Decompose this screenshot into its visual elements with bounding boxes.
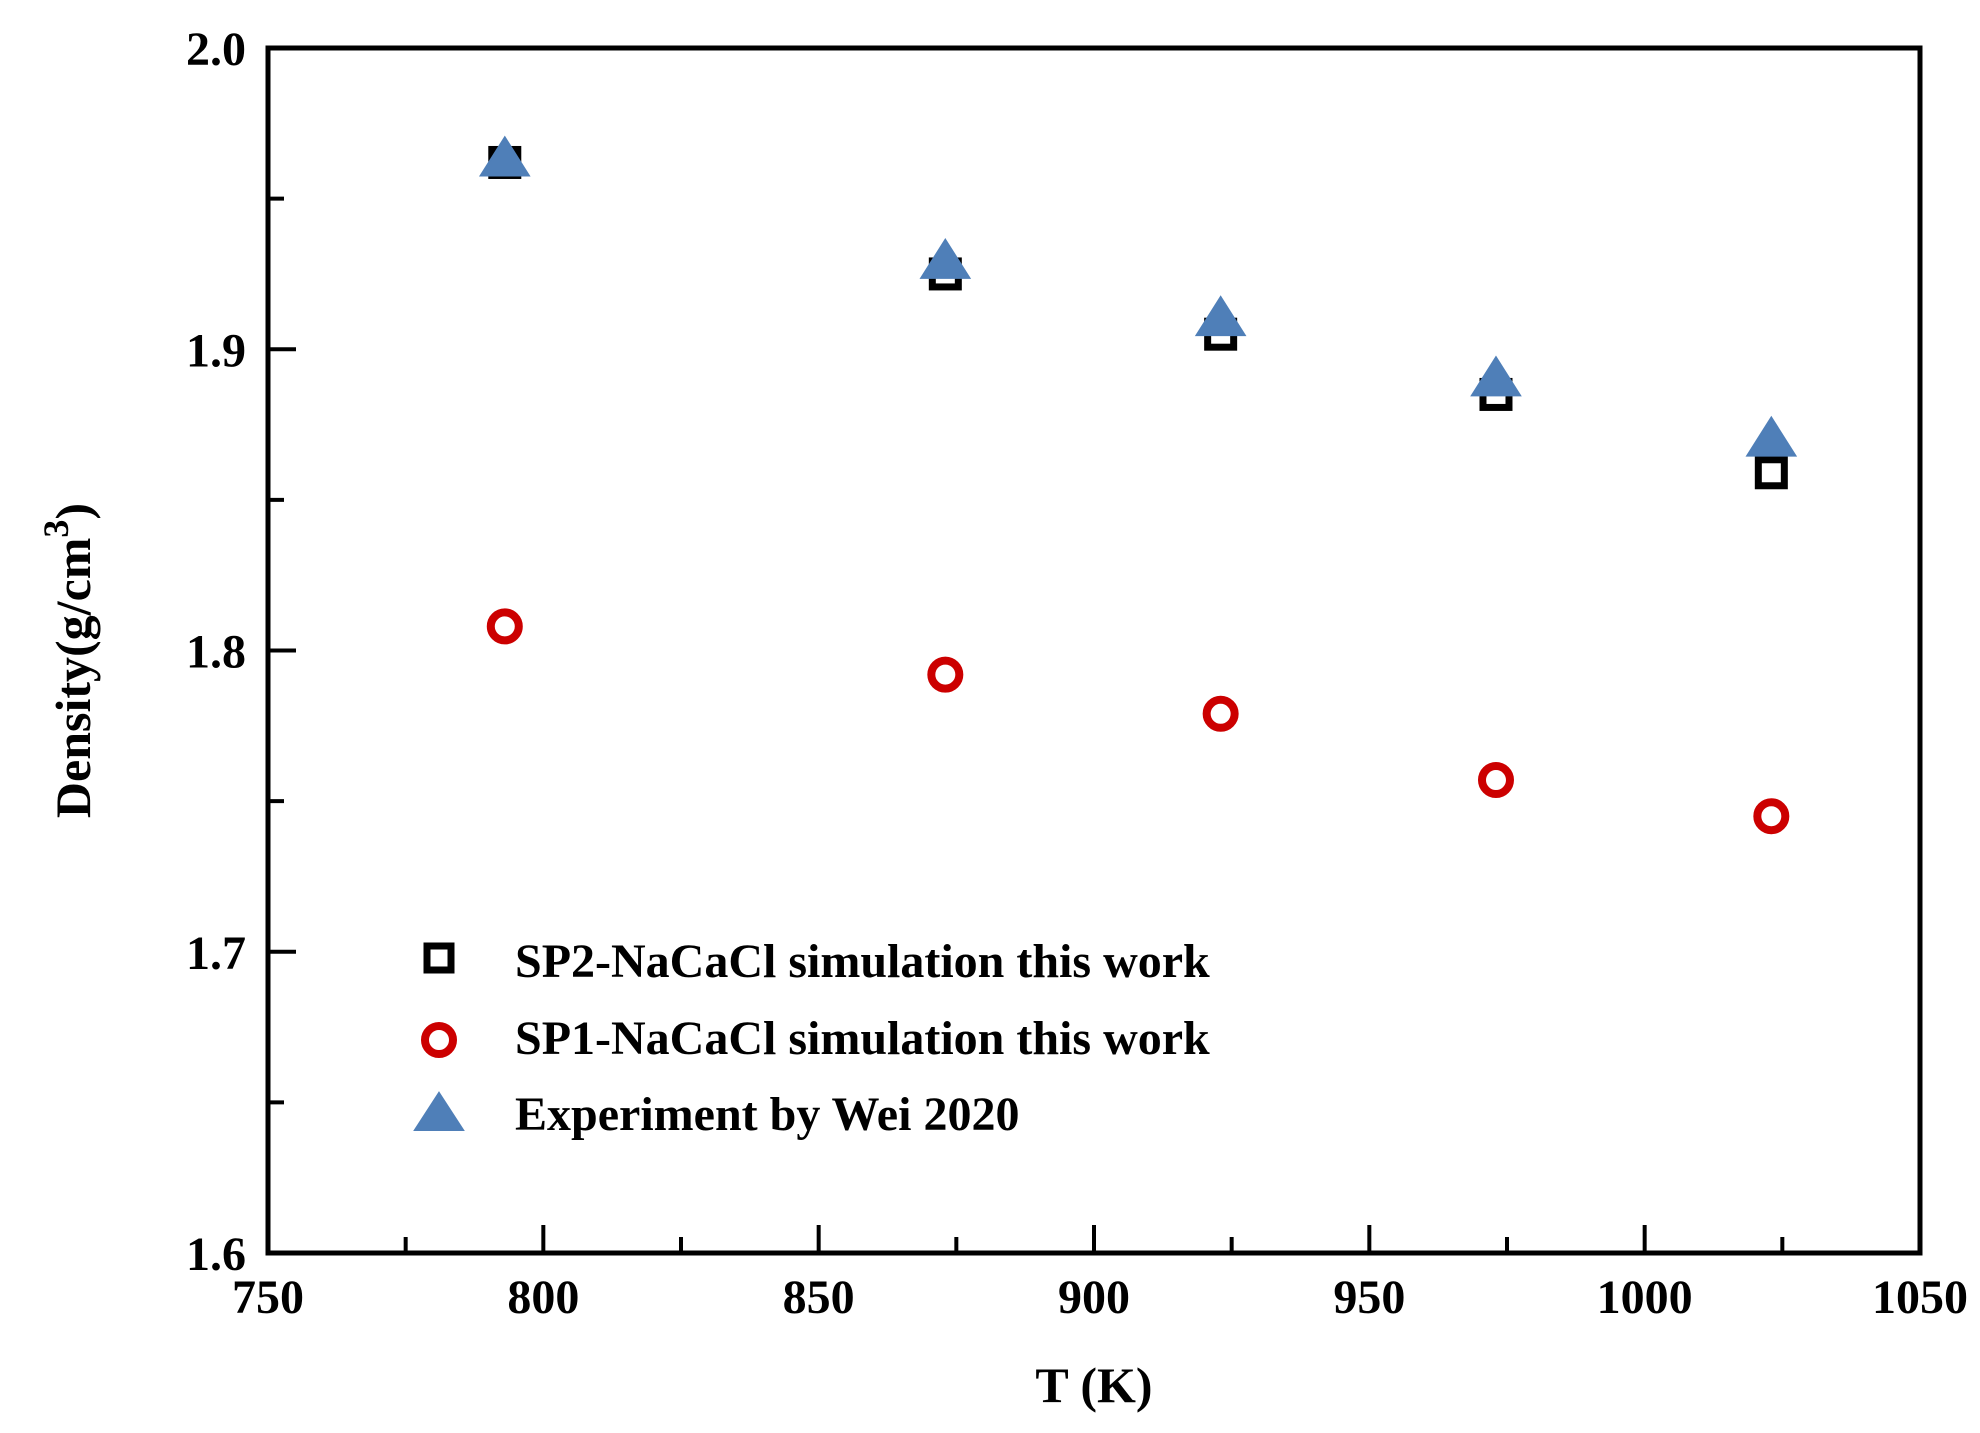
sp2-square-marker [1754,456,1788,490]
y-axis-title-main: Density(g/cm [45,538,101,819]
plot-frame [265,45,1923,1256]
sp1-circle-marker [927,656,964,693]
legend-label-sp2: SP2-NaCaCl simulation this work [515,935,1210,988]
sp1-circle-marker [1477,762,1514,799]
experiment-triangle-marker [1470,355,1522,397]
x-tick-label: 900 [1058,1271,1130,1324]
axis-ticks [266,46,1922,1255]
x-axis-title: T (K) [1035,1357,1152,1413]
x-tick-label: 800 [507,1271,579,1324]
legend-entry-experiment: Experiment by Wei 2020 [413,1088,1019,1141]
x-tick-label: 1050 [1872,1271,1968,1324]
y-tick-label: 1.8 [186,626,246,679]
sp1-circle-marker [486,608,523,645]
y-tick-label: 1.9 [186,324,246,377]
x-tick-label: 950 [1333,1271,1405,1324]
sp1-circle-marker [1753,798,1790,835]
legend-square-marker [423,942,455,974]
y-tick-label: 1.6 [186,1228,246,1281]
experiment-triangle-marker [1194,295,1247,337]
legend-circle-marker [421,1022,457,1058]
y-axis-title-suffix: ) [45,503,101,520]
axis-tick-labels: 750 800 850 900 950 1000 1050 1.6 1.7 1.8 1.9 2.0 [186,23,1968,1324]
legend-entry-sp2: SP2-NaCaCl simulation this work [423,935,1210,988]
experiment-triangle-marker [919,238,972,279]
legend-entry-sp1: SP1-NaCaCl simulation this work [421,1012,1210,1065]
data-markers [478,135,1798,835]
experiment-triangle-marker [478,135,531,177]
y-tick-label: 1.7 [186,927,246,980]
legend-triangle-marker [413,1091,465,1131]
x-tick-label: 750 [232,1271,304,1324]
x-tick-label: 1000 [1597,1271,1693,1324]
y-axis-title-superscript: 3 [36,520,76,538]
experiment-triangle-marker [1745,415,1798,457]
sp1-circle-marker [1202,695,1239,732]
legend: SP2-NaCaCl simulation this work SP1-NaCa… [413,935,1210,1141]
legend-label-sp1: SP1-NaCaCl simulation this work [515,1012,1210,1065]
legend-label-experiment: Experiment by Wei 2020 [515,1088,1019,1141]
x-tick-label: 850 [783,1271,855,1324]
y-tick-label: 2.0 [186,23,246,76]
y-axis-title: Density(g/cm3) [36,503,101,818]
